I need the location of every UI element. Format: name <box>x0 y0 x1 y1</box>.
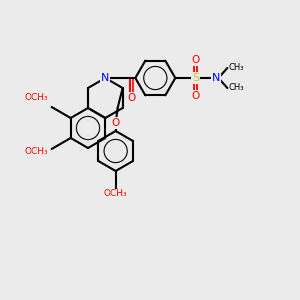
Text: O: O <box>191 55 200 65</box>
Text: OCH₃: OCH₃ <box>24 93 48 102</box>
Text: N: N <box>101 73 110 83</box>
Text: OCH₃: OCH₃ <box>104 190 128 199</box>
Text: CH₃: CH₃ <box>228 64 244 73</box>
Text: S: S <box>192 73 199 83</box>
Text: OCH₃: OCH₃ <box>24 148 48 157</box>
Text: N: N <box>212 73 220 83</box>
Text: O: O <box>191 91 200 101</box>
Text: CH₃: CH₃ <box>228 83 244 92</box>
Text: O: O <box>112 118 120 128</box>
Text: O: O <box>127 93 135 103</box>
